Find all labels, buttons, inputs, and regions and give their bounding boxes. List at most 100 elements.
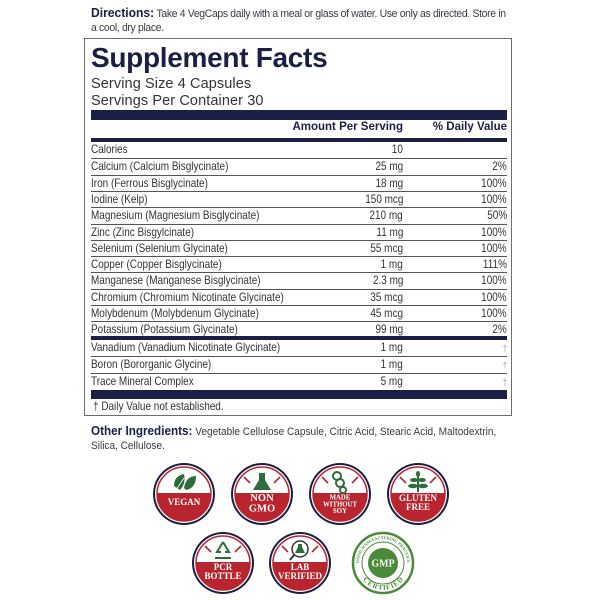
nutrient-daily-value: 100% [481,225,507,239]
nutrient-daily-value: 100% [481,176,507,190]
badge-lab-verified: LAB VERIFIED [268,531,332,595]
table-row: Chromium (Chromium Nicotinate Glycinate)… [91,288,507,306]
nutrient-amount: 210 mg [369,209,403,223]
badge-made-without-soy: MADE WITHOUT SOY [308,462,372,526]
nutrient-name: Copper (Copper Bisglycinate) [91,258,222,272]
nutrient-daily-value: 111% [482,258,507,272]
nutrient-daily-value: 2% [492,160,507,174]
nutrient-amount: 5 mg [380,374,403,388]
nutrient-amount: 2.3 mg [372,274,403,288]
svg-text:PCR: PCR [214,562,233,572]
nutrient-name: Magnesium (Magnesium Bisglycinate) [91,209,260,223]
nutrient-amount: 150 mcg [364,192,403,206]
daily-value-header: % Daily Value [432,121,507,133]
nutrient-amount: 99 mg [375,323,403,337]
other-ingredients-text: Vegetable Cellulose Capsule, Citric Acid… [91,426,497,452]
nutrient-name: Zinc (Zinc Bisgylcinate) [91,225,195,239]
nutrient-amount: 25 mg [375,160,403,174]
table-row: Calcium (Calcium Bisglycinate) 25 mg 2% [91,158,507,175]
nutrient-amount: 1 mg [380,258,403,272]
svg-text:GMP: GMP [371,559,394,570]
nutrient-amount: 35 mcg [370,290,403,304]
nutrient-name: Chromium (Chromium Nicotinate Glycinate) [91,290,284,304]
nutrient-name: Molybdenum (Molybdenum Glycinate) [91,307,259,320]
badge-pcr-bottle: PCR BOTTLE [191,531,255,595]
nutrient-amount: 55 mcg [370,241,403,255]
badge-gmp-certified: GOOD MANUFACTURING PRACTICE CERTIFIED GMP [351,531,415,595]
table-row: Iodine (Kelp) 150 mcg 100% [91,190,507,208]
table-row: Selenium (Selenium Glycinate) 55 mcg 100% [91,239,507,257]
badge-gluten-free: GLUTEN FREE [386,462,450,526]
table-row: Zinc (Zinc Bisgylcinate) 11 mg 100% [91,223,507,241]
badge-vegan: VEGAN [152,462,216,526]
table-row: Manganese (Manganese Bisglycinate) 2.3 mg… [91,272,507,289]
nutrient-amount: 11 mg [376,225,403,239]
svg-text:WITHOUT: WITHOUT [323,501,357,508]
svg-text:BOTTLE: BOTTLE [204,571,241,581]
nutrient-daily-value: 100% [481,241,507,255]
thick-divider-top [91,110,507,120]
supplement-facts-panel: Supplement Facts Serving Size 4 Capsules… [84,38,512,416]
directions-text: Directions: Take 4 VegCaps daily with a … [91,6,511,35]
nutrient-amount: 18 mg [375,176,403,190]
nutrient-daily-value: † [502,376,507,387]
table-row: Vanadium (Vanadium Nicotinate Glycinate)… [91,340,507,356]
nutrient-daily-value: † [502,360,507,371]
footnote: † Daily Value not established. [93,400,224,413]
nutrient-name: Iodine (Kelp) [91,192,148,206]
servings-per-container: Servings Per Container 30 [91,93,264,109]
other-ingredients: Other Ingredients: Vegetable Cellulose C… [91,424,514,453]
table-row: Molybdenum (Molybdenum Glycinate) 45 mcg 1… [91,305,507,322]
nutrient-name: Manganese (Manganese Bisglycinate) [91,274,261,288]
svg-text:NON: NON [250,493,274,504]
nutrient-name: Calories [91,143,128,156]
nutrient-amount: 1 mg [380,358,403,372]
nutrient-name: Selenium (Selenium Glycinate) [91,241,228,255]
directions-body: Take 4 VegCaps daily with a meal or glas… [91,8,506,34]
nutrient-amount: 45 mcg [370,307,403,320]
svg-text:VERIFIED: VERIFIED [278,571,323,581]
nutrient-name: Trace Mineral Complex [91,374,194,388]
nutrient-name: Iron (Ferrous Bisglycinate) [91,176,208,190]
nutrient-daily-value: 100% [481,290,507,304]
table-row: Trace Mineral Complex 5 mg † [91,372,507,390]
table-row: Magnesium (Magnesium Bisglycinate) 210 mg… [91,207,507,224]
table-row: Calories 10 [91,142,507,158]
svg-text:GLUTEN: GLUTEN [399,493,438,503]
nutrient-daily-value: 50% [487,209,507,223]
svg-text:LAB: LAB [291,562,310,572]
svg-text:MADE: MADE [330,495,351,502]
svg-text:GMO: GMO [249,504,275,515]
nutrient-daily-value: 2% [492,323,507,337]
nutrient-daily-value: † [502,343,507,353]
badge-non-gmo: NON GMO [230,462,294,526]
facts-title: Supplement Facts [91,42,328,73]
nutrient-daily-value: 100% [481,192,507,206]
table-row: Potassium (Potassium Glycinate) 99 mg 2% [91,321,507,338]
svg-text:FREE: FREE [406,502,430,512]
other-ingredients-label: Other Ingredients: [91,423,193,438]
thick-divider-header [91,138,507,142]
nutrient-daily-value: 100% [481,274,507,288]
nutrient-name: Vanadium (Vanadium Nicotinate Glycinate) [91,341,281,354]
directions-label: Directions: [91,5,155,20]
nutrient-daily-value: 100% [481,307,507,320]
thick-divider-bottom [91,390,507,399]
nutrient-name: Potassium (Potassium Glycinate) [91,323,238,337]
svg-text:SOY: SOY [333,508,347,515]
table-row: Boron (Bororganic Glycine) 1 mg † [91,356,507,373]
table-row: Iron (Ferrous Bisglycinate) 18 mg 100% [91,174,507,192]
table-row: Copper (Copper Bisglycinate) 1 mg 111% [91,256,507,273]
svg-text:VEGAN: VEGAN [168,497,201,507]
serving-size: Serving Size 4 Capsules [91,76,252,92]
nutrient-amount: 10 [391,143,403,156]
nutrient-name: Calcium (Calcium Bisglycinate) [91,160,229,174]
thick-divider-mid [91,336,507,340]
nutrient-amount: 1 mg [380,341,403,354]
